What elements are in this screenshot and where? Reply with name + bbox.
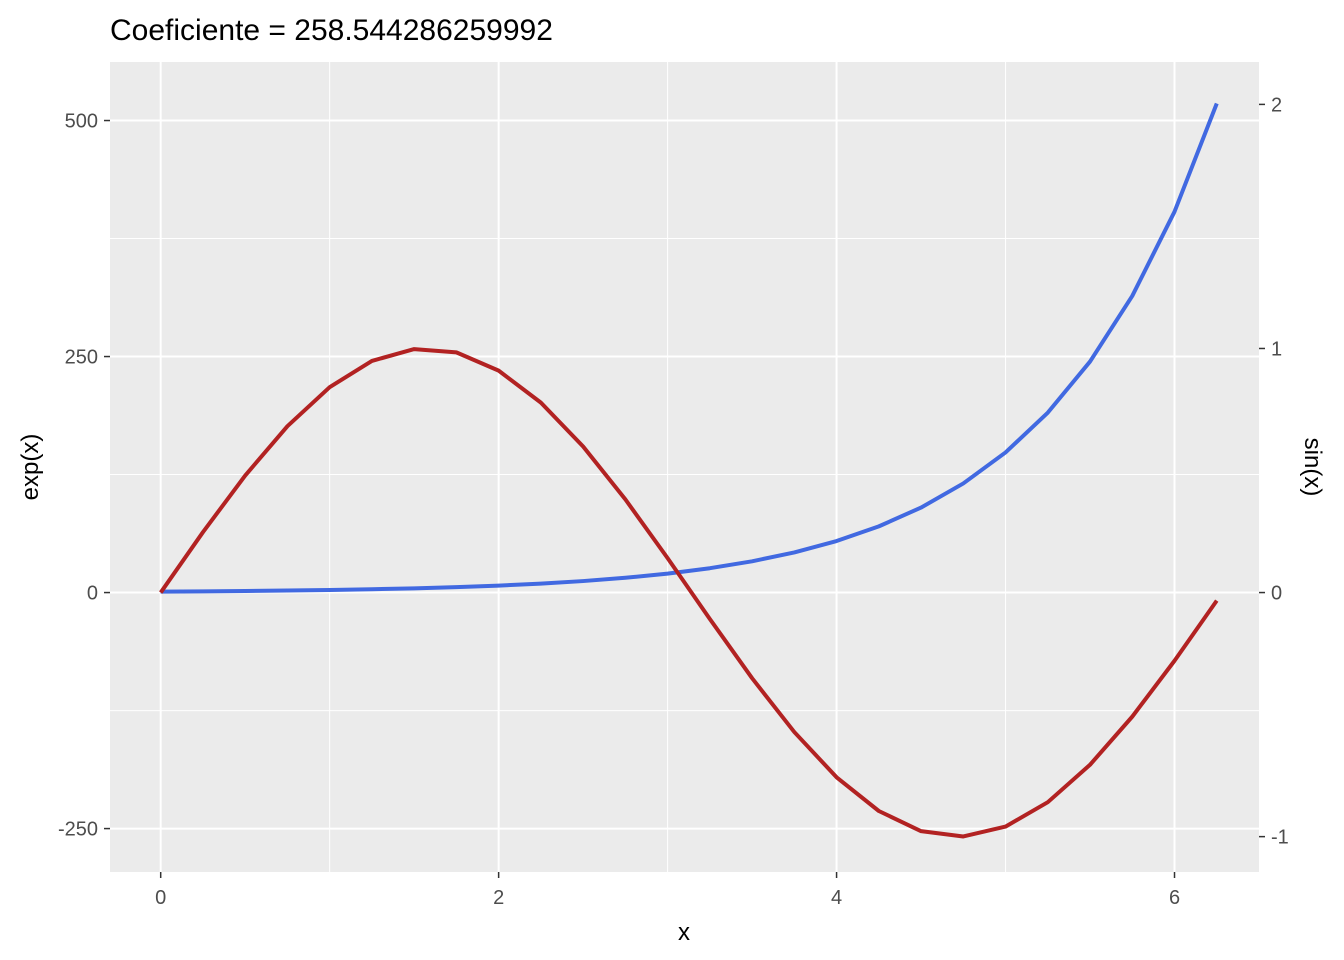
x-tick-label: 6	[1169, 887, 1180, 909]
x-tick-label: 2	[493, 887, 504, 909]
y-tick-label: 0	[87, 583, 98, 605]
grid-lines	[110, 62, 1259, 872]
y-tick-label: 250	[65, 347, 98, 369]
series-lines	[159, 102, 1219, 839]
exp-series-line	[160, 102, 1219, 594]
axis-ticks: 0 2 4 6 -250 0 250 500 -1 0 1 2	[58, 94, 1289, 909]
y2-tick-label: 0	[1271, 583, 1282, 605]
y2-axis-title: sin(x)	[1299, 438, 1326, 497]
x-axis-title: x	[678, 919, 690, 946]
y2-tick-label: 1	[1271, 338, 1282, 360]
y-axis-title: exp(x)	[17, 434, 44, 501]
sin-series-line	[159, 347, 1219, 839]
y-tick-label: -250	[58, 819, 98, 841]
x-tick-label: 0	[155, 887, 166, 909]
y2-tick-label: -1	[1271, 827, 1289, 849]
plot-panel	[110, 62, 1259, 872]
x-tick-label: 4	[831, 887, 842, 909]
y2-tick-label: 2	[1271, 94, 1282, 116]
chart-title: Coeficiente = 258.544286259992	[110, 14, 553, 47]
y-tick-label: 500	[65, 111, 98, 133]
